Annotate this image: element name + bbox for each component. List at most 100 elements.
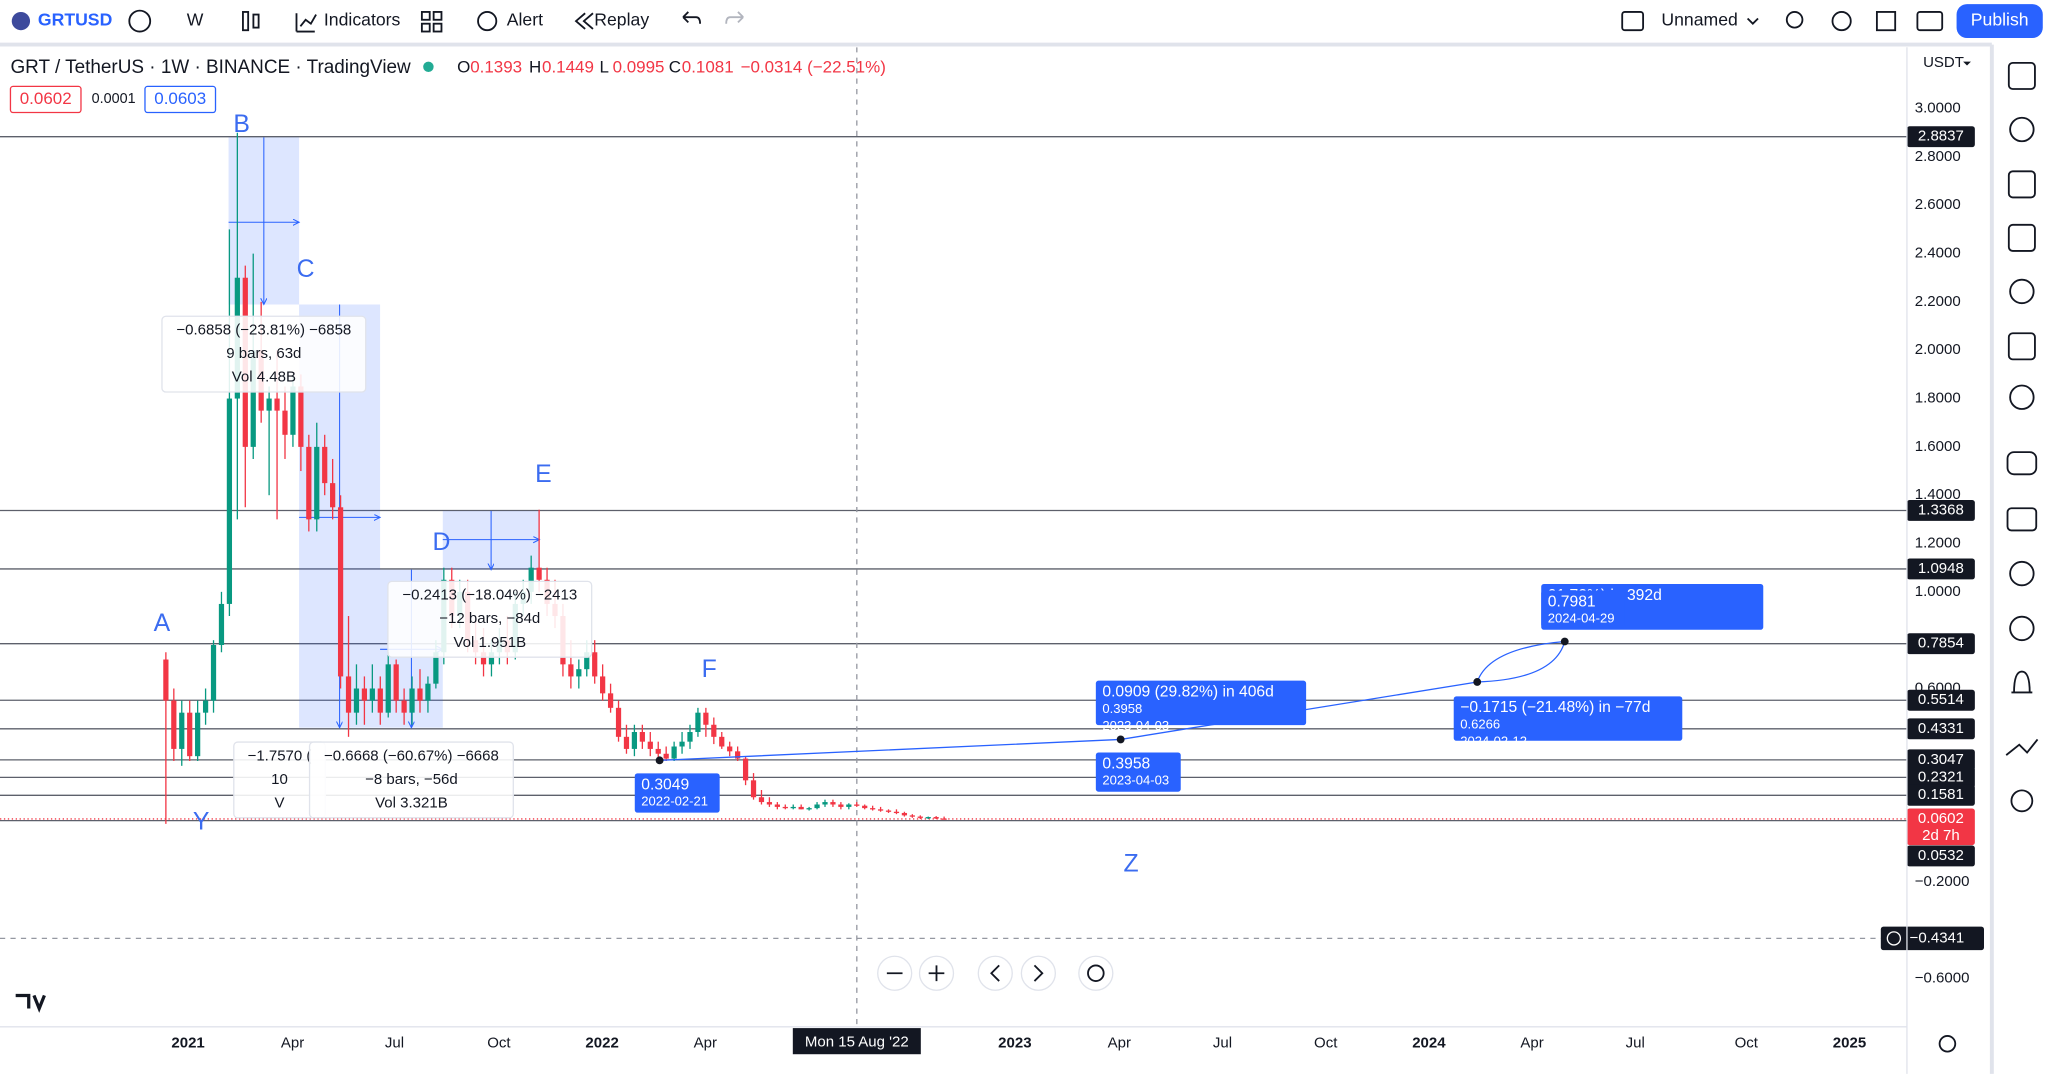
candle-body <box>163 659 169 701</box>
price-badge <box>1906 749 1975 771</box>
time-label: Jul <box>1213 1035 1232 1052</box>
wave-label: Y <box>193 809 210 836</box>
indicators-button[interactable]: Indicators <box>324 10 401 30</box>
compare-button[interactable] <box>128 9 152 33</box>
replay-icon <box>574 12 594 30</box>
messages-button[interactable] <box>2006 507 2038 532</box>
projection-label-bg <box>634 773 720 813</box>
streams-button[interactable] <box>2009 615 2035 642</box>
screener-button[interactable] <box>2007 332 2036 361</box>
trading-button[interactable] <box>2005 738 2039 756</box>
projection-curve <box>1476 640 1566 683</box>
axis-settings[interactable] <box>1938 1035 1957 1053</box>
measure-text: −8 bars, −56d <box>365 771 458 788</box>
alert-button[interactable]: Alert <box>507 10 543 30</box>
price-tick-label: 1.8000 <box>1915 390 1961 407</box>
news-button[interactable] <box>2007 170 2036 199</box>
candle-body <box>187 712 193 757</box>
crosshair-date-badge <box>792 1028 921 1055</box>
candle-body <box>623 736 630 749</box>
price-badge-label: 0.2321 <box>1918 768 1964 785</box>
price-tick-label: 1.2000 <box>1915 534 1961 551</box>
notifications-button[interactable] <box>2011 670 2033 694</box>
candle-body <box>703 712 709 725</box>
price-badge <box>1906 784 1975 806</box>
currency[interactable]: USDT <box>1923 54 1964 71</box>
measure-text: 10 <box>271 771 288 788</box>
help-button[interactable] <box>2009 560 2035 587</box>
price-badge-label: 1.0948 <box>1918 560 1964 577</box>
projection-text: 2023-04-03 <box>1102 718 1169 733</box>
candle-body <box>639 732 645 742</box>
scroll-right[interactable] <box>1020 955 1056 991</box>
measure-text: V <box>275 794 285 811</box>
projection-label-bg <box>1095 680 1307 726</box>
ohlc-label: H <box>529 58 541 77</box>
chats-button[interactable] <box>2006 451 2038 476</box>
time-label: 2024 <box>1412 1035 1446 1052</box>
projection-text: 2023-04-03 <box>1102 773 1169 788</box>
layout-name[interactable]: Unnamed <box>1661 10 1737 30</box>
candle-body <box>218 603 225 646</box>
measure-text: −12 bars, −84d <box>439 610 540 627</box>
candle-body <box>274 398 280 411</box>
candle-body <box>171 700 177 749</box>
time-label: Apr <box>1108 1035 1131 1052</box>
candle-body <box>322 446 328 484</box>
calendar-button[interactable] <box>2007 223 2036 252</box>
more-button[interactable] <box>2010 789 2034 813</box>
candle-body <box>830 802 836 805</box>
projection-text: 0.0909 (29.82%) in 406d <box>1102 684 1273 701</box>
hotlists-button[interactable] <box>2009 278 2035 305</box>
templates-button[interactable] <box>420 11 431 21</box>
time-label: Oct <box>487 1035 511 1052</box>
reset-chart[interactable] <box>1078 955 1114 991</box>
fullscreen-button[interactable] <box>1875 11 1897 32</box>
measure-text: −1.7570 ( <box>248 747 312 764</box>
candle-body <box>822 802 828 805</box>
tv-logo <box>15 993 46 1013</box>
scroll-left[interactable] <box>977 955 1013 991</box>
undo-button[interactable] <box>682 11 701 24</box>
chart-type-button[interactable] <box>242 11 250 32</box>
currency-menu <box>1963 61 1971 66</box>
chart-type-icon <box>252 13 260 29</box>
redo-button[interactable] <box>725 11 744 24</box>
symbol[interactable]: GRTUSD <box>38 10 112 30</box>
time-label: Jul <box>1626 1035 1645 1052</box>
candle-body <box>576 669 582 677</box>
candle-body <box>909 815 915 817</box>
add-alert[interactable] <box>1886 931 1902 946</box>
candle-body <box>893 811 900 814</box>
search-button[interactable] <box>1785 11 1804 29</box>
candle-body <box>774 804 780 807</box>
projection-label-bg <box>1453 696 1683 741</box>
measure-tooltip <box>308 741 514 819</box>
overlay: 3.0000 2.8000 2.6000 2.4000 2.2000 2.0000 1.80… <box>154 100 1984 1055</box>
alerts-button[interactable] <box>2009 116 2035 143</box>
ohlc-label: L <box>600 58 609 77</box>
toolbar-bg <box>0 0 2048 44</box>
price-badge-label: 1.3368 <box>1918 501 1964 518</box>
measure-text: Vol 1.951B <box>453 634 526 651</box>
publish-button[interactable]: Publish <box>1971 10 2029 30</box>
interval[interactable]: W <box>187 10 204 30</box>
snapshot-button[interactable] <box>1916 11 1944 32</box>
settings-button[interactable] <box>1831 11 1852 32</box>
candle-body <box>202 700 209 713</box>
wave-label: E <box>535 461 552 488</box>
watchlist-button[interactable] <box>2007 61 2036 90</box>
candle-body <box>568 664 574 677</box>
candle-body <box>306 446 312 520</box>
price-badge <box>1906 500 1975 521</box>
candle-body <box>663 753 669 759</box>
ideas-button[interactable] <box>2009 384 2035 410</box>
projection-text: 2024-02-12 <box>1460 734 1527 749</box>
candle-body <box>179 712 185 749</box>
candle-body <box>727 746 733 752</box>
layout-menu[interactable] <box>1746 17 1759 25</box>
time-label: Apr <box>694 1035 717 1052</box>
replay-button[interactable]: Replay <box>594 10 649 30</box>
time-label: 2022 <box>585 1035 618 1052</box>
